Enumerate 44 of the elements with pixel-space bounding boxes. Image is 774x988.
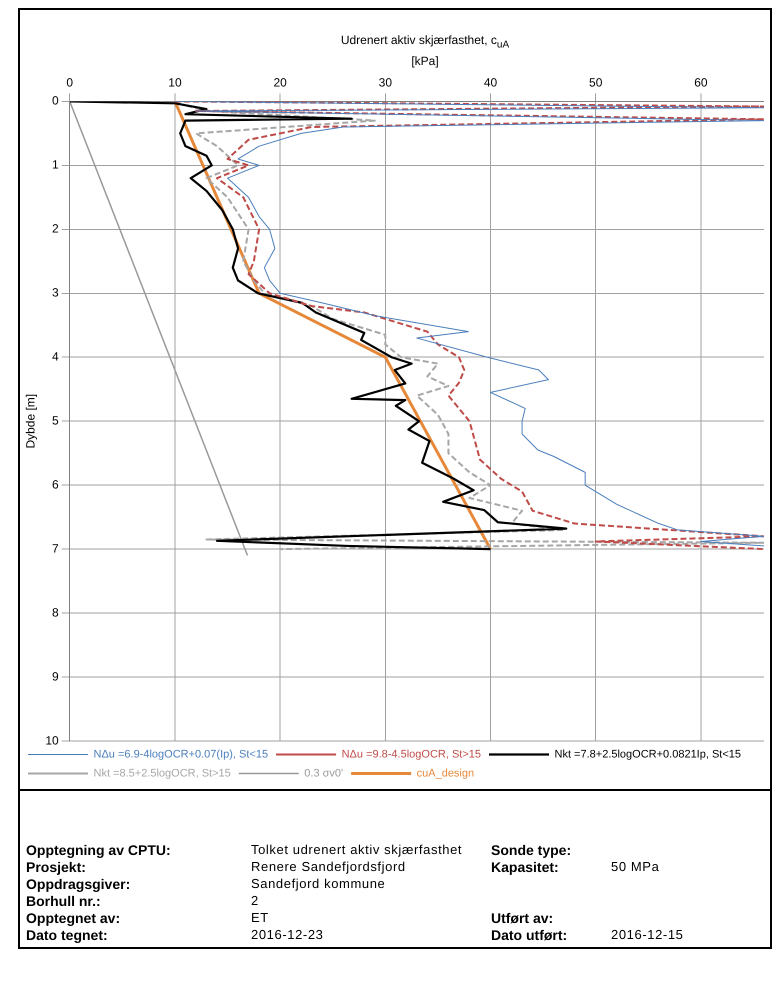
text: 2016-12-23 bbox=[251, 927, 324, 942]
x-tick-label: 0 bbox=[66, 76, 74, 90]
text: Opptegning av CPTU: bbox=[26, 842, 172, 858]
y-tick-label: 0 bbox=[52, 94, 60, 108]
text: 50 MPa bbox=[611, 859, 660, 874]
x-tick-label: 10 bbox=[168, 76, 182, 90]
text: Oppdragsgiver: bbox=[26, 876, 132, 892]
x-tick-label: 40 bbox=[484, 76, 498, 90]
x-tick-label: 50 bbox=[589, 76, 603, 90]
text: Sandefjord kommune bbox=[251, 876, 386, 892]
y-tick-label: 3 bbox=[52, 286, 60, 300]
text: Opptegnet av: bbox=[26, 910, 122, 926]
y-tick-label: 10 bbox=[45, 734, 60, 748]
x-tick-label: 60 bbox=[694, 76, 708, 90]
text: Nkt =7.8+2.5logOCR+0.0821Ip, St<15 bbox=[554, 748, 742, 761]
y-tick-label: 8 bbox=[52, 606, 60, 620]
x-tick-label: 20 bbox=[273, 76, 288, 90]
text: NΔu =6.9-4logOCR+0.07(Ip), St<15 bbox=[94, 748, 268, 761]
text: Prosjekt: bbox=[26, 858, 87, 875]
x-tick-label: 30 bbox=[378, 76, 392, 90]
y-tick-label: 7 bbox=[52, 542, 60, 556]
text: 2 bbox=[251, 893, 260, 908]
text: Dato utført: bbox=[491, 926, 568, 943]
text: Sonde type: bbox=[491, 842, 572, 858]
text: Tolket udrenert aktiv skjærfasthet bbox=[251, 842, 464, 858]
y-tick-label: 4 bbox=[52, 350, 60, 364]
y-tick-label: 5 bbox=[52, 414, 60, 428]
y-tick-label: 1 bbox=[52, 158, 60, 172]
text: Renere Sandefjordsfjord bbox=[251, 859, 407, 874]
text: Borhull nr.: bbox=[26, 892, 102, 909]
text: Utført av: bbox=[491, 910, 554, 926]
text: ET bbox=[251, 910, 270, 926]
text: Kapasitet: bbox=[491, 858, 560, 875]
y-tick-label: 9 bbox=[52, 670, 60, 684]
text: Dato tegnet: bbox=[26, 926, 109, 943]
y-axis-title: Dybde [m] bbox=[24, 394, 38, 449]
text: Udrenert aktiv skjærfasthet, c$_{uA}$ [kPa] bbox=[340, 33, 510, 68]
text: Nkt =8.5+2.5logOCR, St>15 bbox=[94, 768, 231, 780]
text: 2016-12-15 bbox=[611, 927, 684, 942]
y-tick-label: 6 bbox=[52, 478, 60, 492]
text: 0.3 σv0' bbox=[304, 768, 344, 780]
y-tick-label: 2 bbox=[52, 222, 60, 236]
text: NΔu =9.8-4.5logOCR, St>15 bbox=[342, 748, 482, 761]
text: cuA_design bbox=[416, 768, 474, 780]
